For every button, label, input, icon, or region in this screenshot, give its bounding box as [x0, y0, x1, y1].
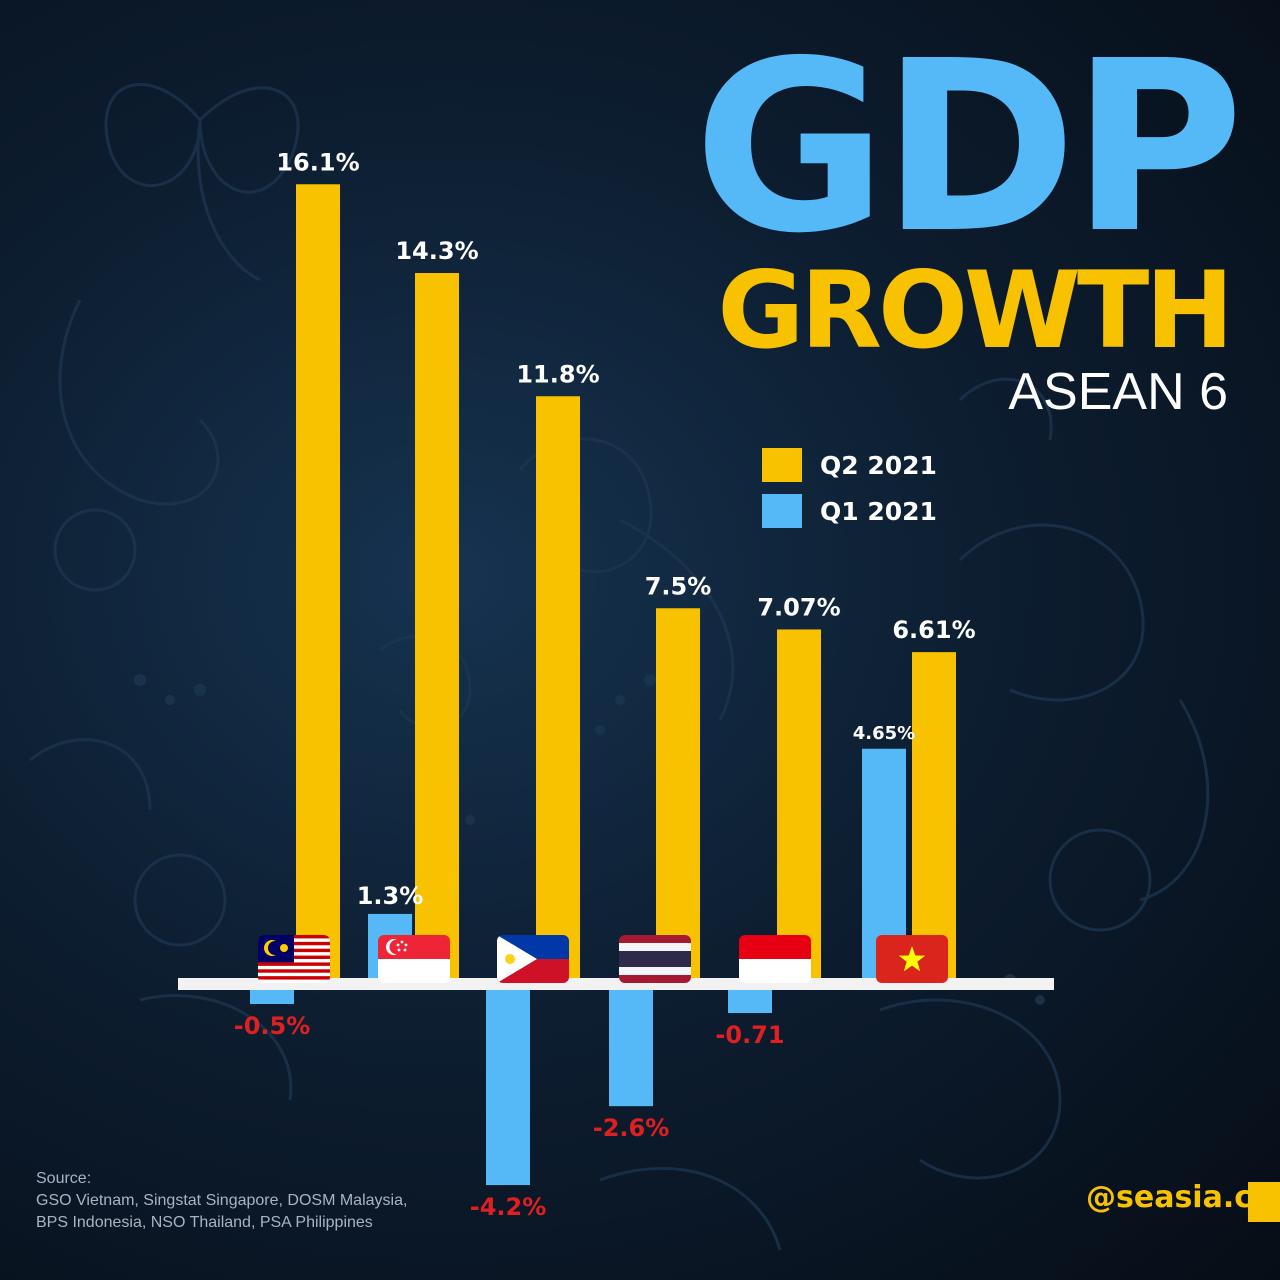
thailand-flag-icon — [619, 935, 691, 983]
brand-accent-block — [1248, 1182, 1280, 1222]
label-q2-philippines: 11.8% — [516, 360, 599, 388]
source-note: Source: GSO Vietnam, Singstat Singapore,… — [36, 1168, 407, 1234]
label-q2-indonesia: 7.07% — [757, 593, 840, 621]
label-q2-vietnam: 6.61% — [892, 616, 975, 644]
legend-label-q1: Q1 2021 — [820, 496, 937, 526]
legend-item-q2: Q2 2021 — [762, 442, 937, 488]
label-q2-singapore: 14.3% — [395, 237, 478, 265]
bar-q1-indonesia — [728, 990, 772, 1014]
bar-q2-singapore — [415, 273, 459, 978]
brand-handle: @seasia.co — [1086, 1180, 1273, 1215]
legend-swatch-q2 — [762, 448, 802, 482]
bar-q2-malaysia — [296, 184, 340, 978]
page-title: GDP — [693, 10, 1244, 285]
chart-legend: Q2 2021 Q1 2021 — [762, 442, 937, 534]
source-heading: Source: — [36, 1170, 92, 1187]
bar-q2-vietnam — [912, 652, 956, 978]
label-q1-indonesia: -0.71 — [715, 1021, 784, 1049]
philippines-flag-icon — [497, 935, 569, 983]
label-q2-thailand: 7.5% — [645, 572, 712, 600]
label-q2-malaysia: 16.1% — [276, 148, 359, 176]
vietnam-flag-icon — [876, 935, 948, 983]
bar-q2-philippines — [536, 396, 580, 978]
legend-label-q2: Q2 2021 — [820, 450, 937, 480]
bar-q1-malaysia — [250, 990, 294, 1004]
page-title-growth: GROWTH — [717, 249, 1234, 372]
source-line-2: BPS Indonesia, NSO Thailand, PSA Philipp… — [36, 1214, 373, 1231]
bar-q2-thailand — [656, 608, 700, 978]
source-line-1: GSO Vietnam, Singstat Singapore, DOSM Ma… — [36, 1192, 408, 1209]
page-subtitle: ASEAN 6 — [1008, 363, 1228, 421]
indonesia-flag-icon — [739, 935, 811, 983]
label-q1-malaysia: -0.5% — [234, 1012, 311, 1040]
malaysia-flag-icon — [258, 935, 330, 983]
bar-q1-thailand — [609, 990, 653, 1107]
label-q1-philippines: -4.2% — [470, 1193, 547, 1221]
legend-swatch-q1 — [762, 494, 802, 528]
singapore-flag-icon — [378, 935, 450, 983]
label-q1-thailand: -2.6% — [593, 1114, 670, 1142]
bar-q2-indonesia — [777, 629, 821, 978]
bar-q1-philippines — [486, 990, 530, 1186]
label-q1-vietnam: 4.65% — [853, 723, 915, 744]
legend-item-q1: Q1 2021 — [762, 488, 937, 534]
label-q1-singapore: 1.3% — [357, 882, 424, 910]
